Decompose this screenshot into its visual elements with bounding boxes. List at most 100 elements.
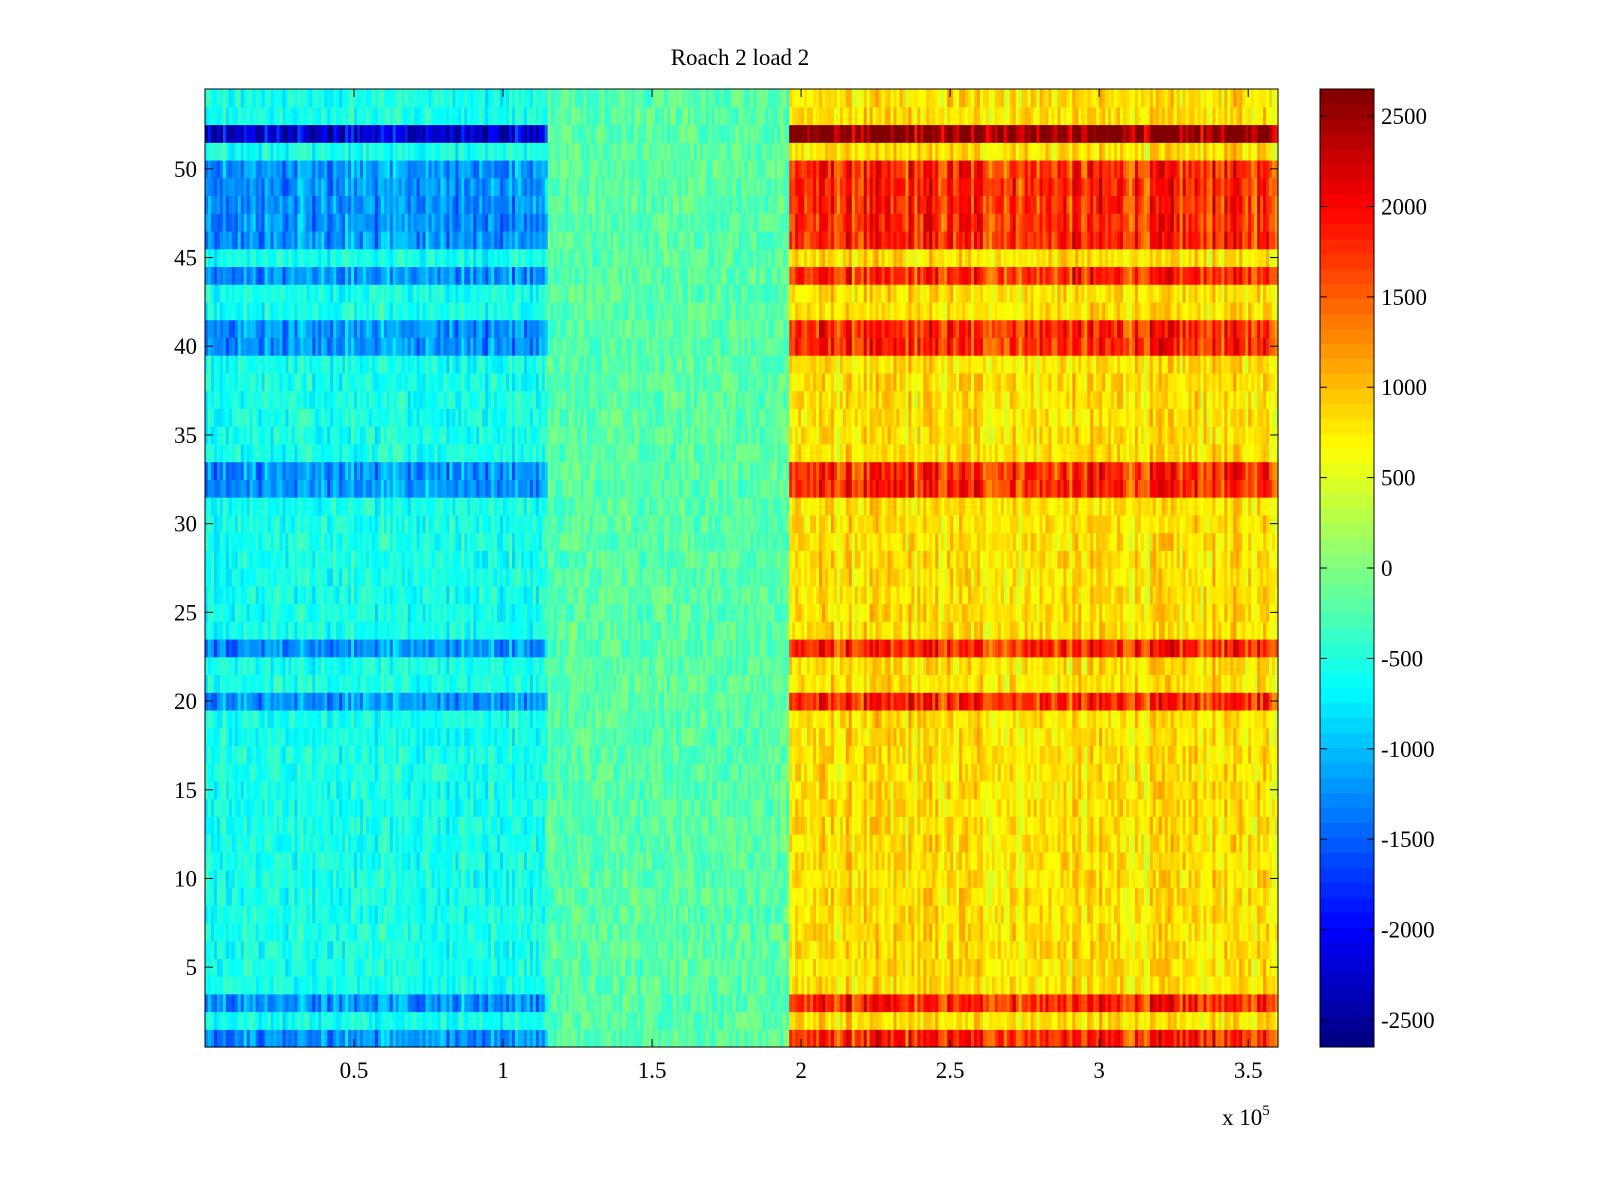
heatmap-cell bbox=[818, 922, 823, 942]
heatmap-cell bbox=[207, 905, 212, 924]
heatmap-cell bbox=[693, 940, 698, 959]
heatmap-cell bbox=[965, 905, 969, 924]
heatmap-cell bbox=[631, 940, 635, 959]
heatmap-cell bbox=[738, 922, 743, 942]
heatmap-cell bbox=[398, 993, 403, 1013]
heatmap-cell bbox=[1024, 905, 1029, 924]
heatmap-cell bbox=[1072, 940, 1076, 959]
heatmap-cell bbox=[258, 905, 263, 924]
heatmap-cell bbox=[261, 958, 266, 977]
heatmap-cell bbox=[664, 887, 668, 906]
heatmap-cell bbox=[330, 993, 334, 1013]
heatmap-cell bbox=[401, 887, 406, 906]
heatmap-cell bbox=[950, 976, 954, 995]
heatmap-cell bbox=[714, 1011, 719, 1030]
heatmap-cell bbox=[258, 1011, 263, 1030]
heatmap-cell bbox=[1000, 887, 1005, 906]
heatmap-cell bbox=[792, 993, 796, 1013]
heatmap-cell bbox=[1203, 993, 1208, 1013]
heatmap-cell bbox=[374, 976, 379, 995]
heatmap-cell bbox=[1254, 1029, 1258, 1048]
heatmap-cell bbox=[1069, 958, 1073, 977]
heatmap-cell bbox=[389, 940, 394, 959]
heatmap-cell bbox=[315, 993, 319, 1013]
heatmap-cell bbox=[821, 887, 826, 906]
heatmap-cell bbox=[816, 958, 820, 977]
heatmap-cell bbox=[264, 922, 269, 942]
heatmap-cell bbox=[771, 922, 775, 942]
heatmap-cell bbox=[702, 1011, 707, 1030]
heatmap-cell bbox=[473, 1011, 477, 1030]
heatmap-cell bbox=[926, 1029, 930, 1048]
heatmap-cell bbox=[628, 976, 632, 995]
heatmap-cell bbox=[708, 905, 713, 924]
heatmap-cell bbox=[634, 905, 638, 924]
heatmap-cell bbox=[210, 887, 215, 906]
heatmap-cell bbox=[446, 958, 451, 977]
heatmap-cell bbox=[416, 905, 421, 924]
heatmap-cell bbox=[985, 940, 990, 959]
heatmap-cell bbox=[1272, 1029, 1276, 1048]
heatmap-cell bbox=[1009, 1011, 1014, 1030]
heatmap-cell bbox=[914, 976, 918, 995]
heatmap-cell bbox=[857, 1011, 862, 1030]
heatmap-cell bbox=[735, 993, 740, 1013]
heatmap-cell bbox=[362, 887, 367, 906]
heatmap-cell bbox=[529, 958, 534, 977]
heatmap-cell bbox=[517, 958, 522, 977]
heatmap-cell bbox=[589, 958, 594, 977]
heatmap-cell bbox=[1024, 922, 1029, 942]
heatmap-cell bbox=[219, 922, 224, 942]
heatmap-cell bbox=[413, 958, 418, 977]
heatmap-cell bbox=[285, 905, 290, 924]
heatmap-cell bbox=[920, 958, 924, 977]
heatmap-cell bbox=[404, 922, 409, 942]
heatmap-cell bbox=[1012, 922, 1017, 942]
heatmap-cell bbox=[595, 887, 600, 906]
heatmap-cell bbox=[810, 976, 814, 995]
heatmap-cell bbox=[1269, 1011, 1273, 1030]
heatmap-cell bbox=[747, 1011, 752, 1030]
heatmap-cell bbox=[1021, 922, 1026, 942]
heatmap-cell bbox=[604, 922, 608, 942]
heatmap-cell bbox=[777, 922, 781, 942]
heatmap-cell bbox=[1242, 940, 1246, 959]
heatmap-cell bbox=[938, 1011, 942, 1030]
heatmap-cell bbox=[1096, 887, 1100, 906]
heatmap-cell bbox=[586, 958, 591, 977]
heatmap-cell bbox=[464, 905, 468, 924]
heatmap-cell bbox=[1051, 1029, 1056, 1048]
heatmap-cell bbox=[1006, 922, 1011, 942]
heatmap-cell bbox=[571, 1029, 576, 1048]
heatmap-cell bbox=[216, 905, 221, 924]
heatmap-cell bbox=[768, 1011, 772, 1030]
heatmap-cell bbox=[1045, 976, 1050, 995]
heatmap-cell bbox=[1117, 1011, 1121, 1030]
heatmap-cell bbox=[1227, 940, 1231, 959]
heatmap-cell bbox=[1239, 905, 1243, 924]
heatmap-cell bbox=[723, 905, 728, 924]
heatmap-cell bbox=[407, 1029, 412, 1048]
heatmap-cell bbox=[863, 1011, 868, 1030]
heatmap-cell bbox=[520, 958, 525, 977]
heatmap-cell bbox=[929, 1029, 933, 1048]
heatmap-cell bbox=[905, 958, 910, 977]
heatmap-cell bbox=[893, 887, 898, 906]
heatmap-cell bbox=[416, 887, 421, 906]
heatmap-cell bbox=[506, 976, 510, 995]
heatmap-cell bbox=[634, 958, 638, 977]
heatmap-cell bbox=[681, 958, 686, 977]
heatmap-cell bbox=[982, 958, 987, 977]
heatmap-cell bbox=[544, 887, 549, 906]
heatmap-cell bbox=[288, 922, 293, 942]
heatmap-cell bbox=[1084, 940, 1088, 959]
heatmap-cell bbox=[824, 1029, 829, 1048]
heatmap-cell bbox=[246, 922, 251, 942]
heatmap-cell bbox=[711, 905, 716, 924]
heatmap-cell bbox=[702, 993, 707, 1013]
heatmap-cell bbox=[1152, 922, 1157, 942]
heatmap-cell bbox=[300, 940, 304, 959]
heatmap-cell bbox=[1152, 958, 1157, 977]
heatmap-cell bbox=[574, 922, 579, 942]
heatmap-cell bbox=[1137, 976, 1142, 995]
